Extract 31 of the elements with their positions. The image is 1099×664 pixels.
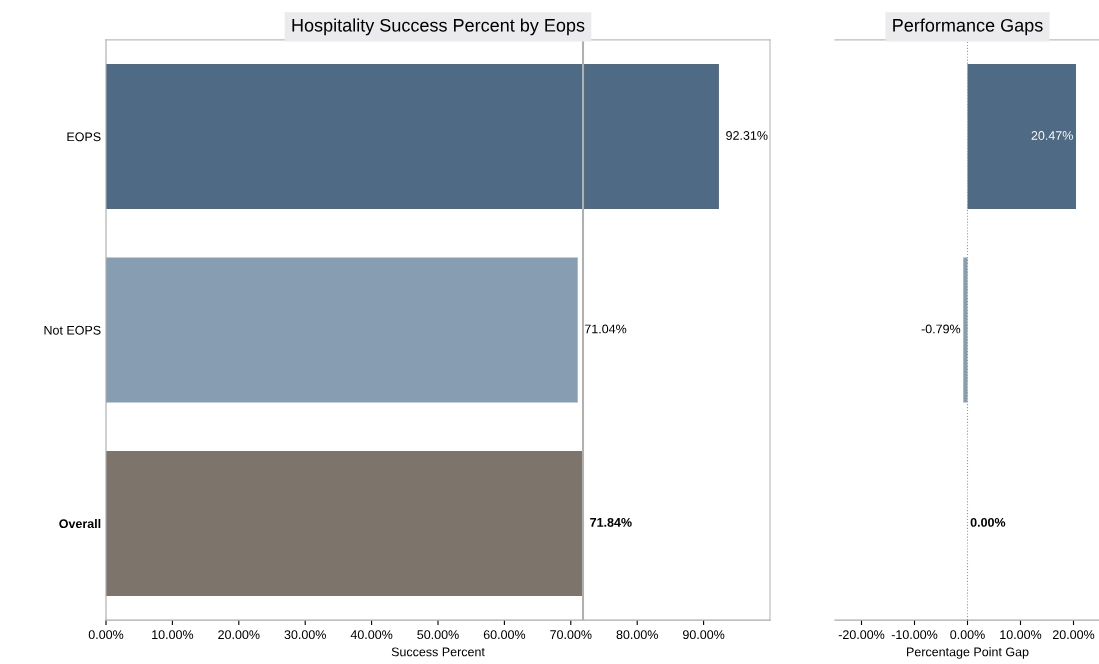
x-tick-label: 50.00% xyxy=(417,630,459,640)
x-tick-label: 30.00% xyxy=(284,630,326,640)
bar xyxy=(106,257,578,403)
x-tick-label: 0.00% xyxy=(88,630,124,640)
data-label: -0.79% xyxy=(921,324,961,334)
x-tick-label: -10.00% xyxy=(891,630,938,640)
x-tick-label: 70.00% xyxy=(550,630,592,640)
x-tick-label: 10.00% xyxy=(152,630,194,640)
x-tick-label: 10.00% xyxy=(1000,630,1042,640)
x-tick-label: 80.00% xyxy=(616,630,658,640)
chart-title: Hospitality Success Percent by Eops xyxy=(292,18,585,36)
x-tick-label: 0.00% xyxy=(950,630,985,640)
chart-title: Performance Gaps xyxy=(893,18,1043,36)
x-tick-label: -20.00% xyxy=(838,630,885,640)
x-tick-label: 90.00% xyxy=(682,630,725,640)
bar xyxy=(106,64,719,210)
x-tick-label: 20.00% xyxy=(218,630,260,640)
data-label: 71.84% xyxy=(590,517,632,527)
x-axis-title: Percentage Point Gap xyxy=(907,647,1029,659)
y-tick-label: Overall xyxy=(59,518,101,529)
y-tick-label: EOPS xyxy=(67,132,101,142)
data-label: 71.04% xyxy=(584,324,627,334)
data-label: 0.00% xyxy=(970,517,1006,527)
data-label: 20.47% xyxy=(1031,131,1073,140)
bar xyxy=(106,450,584,596)
y-tick-label: Not EOPS xyxy=(44,325,101,335)
x-tick-label: 40.00% xyxy=(350,630,393,640)
x-tick-label: 20.00% xyxy=(1052,630,1095,640)
x-tick-label: 60.00% xyxy=(483,630,526,640)
x-axis-title: Success Percent xyxy=(391,647,485,657)
data-label: 92.31% xyxy=(726,131,768,140)
